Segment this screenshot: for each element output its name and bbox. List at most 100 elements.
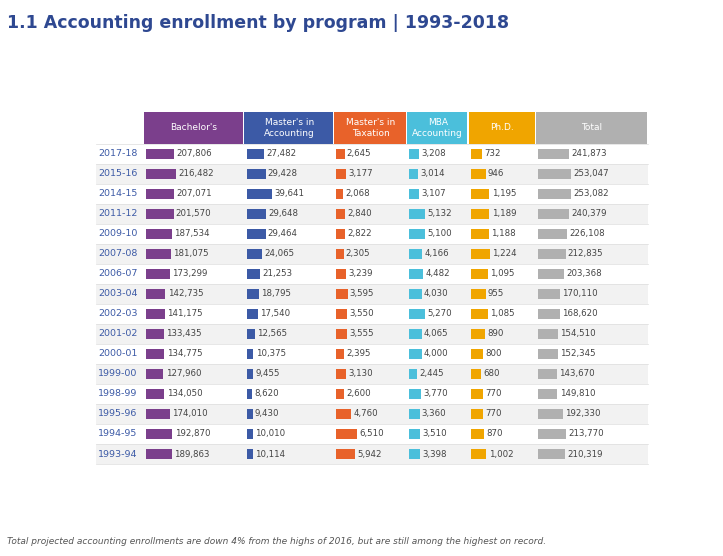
FancyBboxPatch shape xyxy=(407,112,468,144)
Text: 226,108: 226,108 xyxy=(570,229,605,239)
Text: 732: 732 xyxy=(484,150,501,158)
Text: 3,014: 3,014 xyxy=(421,170,445,178)
Text: 9,455: 9,455 xyxy=(255,369,280,379)
FancyBboxPatch shape xyxy=(247,249,262,259)
Text: 3,208: 3,208 xyxy=(422,150,446,158)
FancyBboxPatch shape xyxy=(471,249,489,259)
Text: 1,224: 1,224 xyxy=(492,249,517,259)
FancyBboxPatch shape xyxy=(247,349,253,359)
FancyBboxPatch shape xyxy=(471,209,489,219)
FancyBboxPatch shape xyxy=(471,149,482,158)
Text: 5,132: 5,132 xyxy=(427,209,452,219)
Text: 3,770: 3,770 xyxy=(423,389,448,399)
Text: 192,870: 192,870 xyxy=(175,429,210,439)
FancyBboxPatch shape xyxy=(336,329,348,339)
FancyBboxPatch shape xyxy=(336,209,345,219)
Text: 18,795: 18,795 xyxy=(261,289,291,299)
Text: 3,555: 3,555 xyxy=(350,329,375,339)
Text: 1,095: 1,095 xyxy=(490,269,515,279)
FancyBboxPatch shape xyxy=(409,269,423,279)
FancyBboxPatch shape xyxy=(334,112,406,144)
FancyBboxPatch shape xyxy=(336,189,343,198)
Text: 2,305: 2,305 xyxy=(346,249,370,259)
FancyBboxPatch shape xyxy=(538,309,560,319)
Text: 870: 870 xyxy=(487,429,503,439)
Text: 189,863: 189,863 xyxy=(174,449,210,459)
Text: 2017-18: 2017-18 xyxy=(98,150,137,158)
Text: 29,648: 29,648 xyxy=(268,209,298,219)
FancyBboxPatch shape xyxy=(146,329,164,339)
Text: 770: 770 xyxy=(485,409,502,419)
Text: 27,482: 27,482 xyxy=(267,150,296,158)
Text: 17,540: 17,540 xyxy=(260,309,291,319)
FancyBboxPatch shape xyxy=(336,249,343,259)
Text: 4,166: 4,166 xyxy=(424,249,449,259)
FancyBboxPatch shape xyxy=(247,389,252,399)
FancyBboxPatch shape xyxy=(146,409,170,419)
FancyBboxPatch shape xyxy=(247,309,258,319)
FancyBboxPatch shape xyxy=(96,204,648,224)
FancyBboxPatch shape xyxy=(409,369,416,379)
FancyBboxPatch shape xyxy=(336,429,356,439)
Text: 134,775: 134,775 xyxy=(166,349,202,359)
FancyBboxPatch shape xyxy=(96,184,648,204)
Text: 3,107: 3,107 xyxy=(421,190,445,198)
Text: 29,464: 29,464 xyxy=(268,229,298,239)
FancyBboxPatch shape xyxy=(538,229,568,239)
Text: 2001-02: 2001-02 xyxy=(98,329,137,339)
FancyBboxPatch shape xyxy=(409,349,422,359)
Text: 216,482: 216,482 xyxy=(178,170,213,178)
Text: MBA
Accounting: MBA Accounting xyxy=(412,118,463,138)
FancyBboxPatch shape xyxy=(247,229,265,239)
Text: 680: 680 xyxy=(484,369,500,379)
Text: 39,641: 39,641 xyxy=(274,190,304,198)
FancyBboxPatch shape xyxy=(96,244,648,264)
FancyBboxPatch shape xyxy=(409,309,425,319)
Text: 207,071: 207,071 xyxy=(176,190,212,198)
FancyBboxPatch shape xyxy=(247,149,265,158)
Text: 3,550: 3,550 xyxy=(350,309,375,319)
FancyBboxPatch shape xyxy=(146,429,172,439)
Text: 4,000: 4,000 xyxy=(424,349,448,359)
Text: 1995-96: 1995-96 xyxy=(98,409,137,419)
Text: 2007-08: 2007-08 xyxy=(98,249,137,259)
Text: 2006-07: 2006-07 xyxy=(98,269,137,279)
Text: 1993-94: 1993-94 xyxy=(98,449,137,459)
Text: 127,960: 127,960 xyxy=(166,369,201,379)
FancyBboxPatch shape xyxy=(538,209,569,219)
FancyBboxPatch shape xyxy=(538,409,563,419)
FancyBboxPatch shape xyxy=(471,269,488,279)
Text: 213,770: 213,770 xyxy=(568,429,604,439)
Text: 29,428: 29,428 xyxy=(268,170,298,178)
FancyBboxPatch shape xyxy=(96,364,648,384)
Text: 10,375: 10,375 xyxy=(256,349,286,359)
Text: 142,735: 142,735 xyxy=(168,289,203,299)
Text: 24,065: 24,065 xyxy=(265,249,294,259)
FancyBboxPatch shape xyxy=(247,269,260,279)
Text: 3,398: 3,398 xyxy=(422,449,446,459)
FancyBboxPatch shape xyxy=(146,149,174,158)
Text: 5,270: 5,270 xyxy=(428,309,453,319)
Text: 210,319: 210,319 xyxy=(568,449,603,459)
Text: 946: 946 xyxy=(488,170,504,178)
Text: 2,600: 2,600 xyxy=(347,389,372,399)
Text: 2011-12: 2011-12 xyxy=(98,209,137,219)
Text: 6,510: 6,510 xyxy=(359,429,383,439)
FancyBboxPatch shape xyxy=(409,409,419,419)
Text: 4,760: 4,760 xyxy=(354,409,378,419)
FancyBboxPatch shape xyxy=(146,389,164,399)
Text: 170,110: 170,110 xyxy=(562,289,598,299)
FancyBboxPatch shape xyxy=(471,169,486,178)
Text: 2,645: 2,645 xyxy=(347,150,372,158)
FancyBboxPatch shape xyxy=(146,449,172,459)
FancyBboxPatch shape xyxy=(336,349,344,359)
Text: 253,082: 253,082 xyxy=(573,190,609,198)
Text: 3,177: 3,177 xyxy=(348,170,373,178)
FancyBboxPatch shape xyxy=(146,289,166,299)
Text: 143,670: 143,670 xyxy=(559,369,594,379)
Text: 10,114: 10,114 xyxy=(255,449,286,459)
Text: 240,379: 240,379 xyxy=(571,209,607,219)
Text: 4,482: 4,482 xyxy=(425,269,450,279)
Text: Master's in
Taxation: Master's in Taxation xyxy=(346,118,395,138)
Text: 12,565: 12,565 xyxy=(257,329,287,339)
